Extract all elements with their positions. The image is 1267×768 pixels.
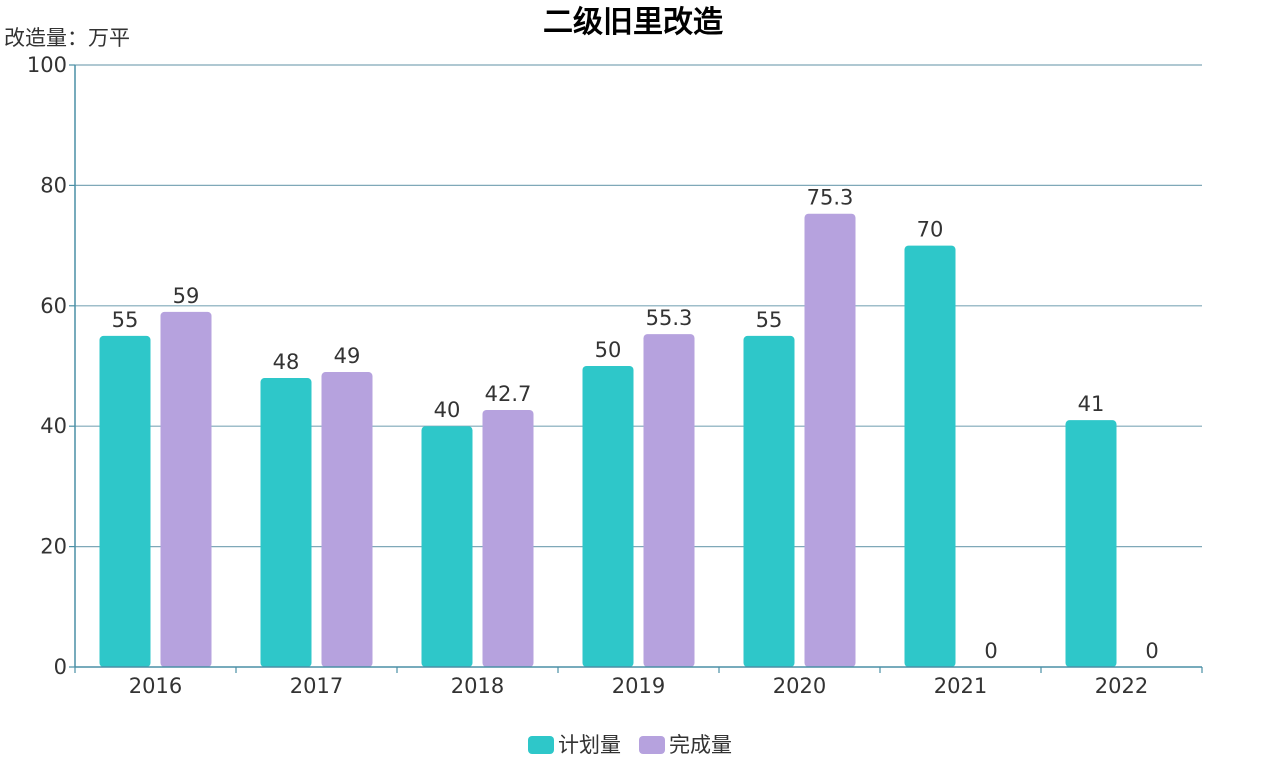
bar-2022-计划量 <box>1065 420 1117 667</box>
bar-2016-计划量 <box>99 335 151 667</box>
bar-2019-完成量 <box>643 334 695 667</box>
axes: 0 20 40 60 80 100 2016 2017 2018 2019 2020 2021 2022 <box>27 53 1203 698</box>
x-tick-label: 2020 <box>773 674 826 698</box>
bar-2017-完成量 <box>321 372 373 667</box>
bar-2018-计划量 <box>421 426 473 667</box>
data-label: 0 <box>984 639 997 663</box>
bar-2016-完成量 <box>160 311 212 667</box>
x-tick-label: 2019 <box>612 674 665 698</box>
x-tick-label: 2018 <box>451 674 504 698</box>
data-label: 55 <box>112 308 139 332</box>
grid-lines <box>75 64 1202 548</box>
data-label: 70 <box>917 218 944 242</box>
x-tick-label: 2017 <box>290 674 343 698</box>
data-label: 42.7 <box>485 382 532 406</box>
x-tick-label: 2016 <box>129 674 182 698</box>
data-label: 41 <box>1078 392 1105 416</box>
data-label: 50 <box>595 338 622 362</box>
y-tick-label: 0 <box>54 655 67 679</box>
data-label: 55.3 <box>646 306 693 330</box>
bar-2020-完成量 <box>804 213 856 667</box>
legend: 计划量 完成量 <box>528 733 732 757</box>
y-axis-label: 改造量：万平 <box>4 26 130 50</box>
chart-title: 二级旧里改造 <box>543 5 723 40</box>
y-tick-label: 40 <box>40 414 67 438</box>
bar-2019-计划量 <box>582 366 634 667</box>
data-label: 49 <box>334 344 361 368</box>
legend-label: 完成量 <box>669 733 732 757</box>
bar-2021-计划量 <box>904 245 956 667</box>
legend-swatch <box>639 736 665 754</box>
y-tick-label: 80 <box>40 173 67 197</box>
x-tick-label: 2022 <box>1095 674 1148 698</box>
data-label: 55 <box>756 308 783 332</box>
legend-label: 计划量 <box>558 733 621 757</box>
y-tick-label: 100 <box>27 53 67 77</box>
y-tick-label: 20 <box>40 535 67 559</box>
data-label: 59 <box>173 284 200 308</box>
data-labels: 55 59 48 49 40 42.7 50 55.3 55 75.3 70 0 41 0 <box>112 186 1159 663</box>
data-label: 40 <box>434 398 461 422</box>
bar-2020-计划量 <box>743 335 795 667</box>
data-label: 48 <box>273 350 300 374</box>
data-label: 75.3 <box>807 186 854 210</box>
legend-swatch <box>528 736 554 754</box>
bar-2017-计划量 <box>260 378 312 667</box>
bar-2018-完成量 <box>482 409 534 667</box>
data-label: 0 <box>1145 639 1158 663</box>
bars <box>99 213 1117 667</box>
x-tick-label: 2021 <box>934 674 987 698</box>
y-tick-label: 60 <box>40 294 67 318</box>
